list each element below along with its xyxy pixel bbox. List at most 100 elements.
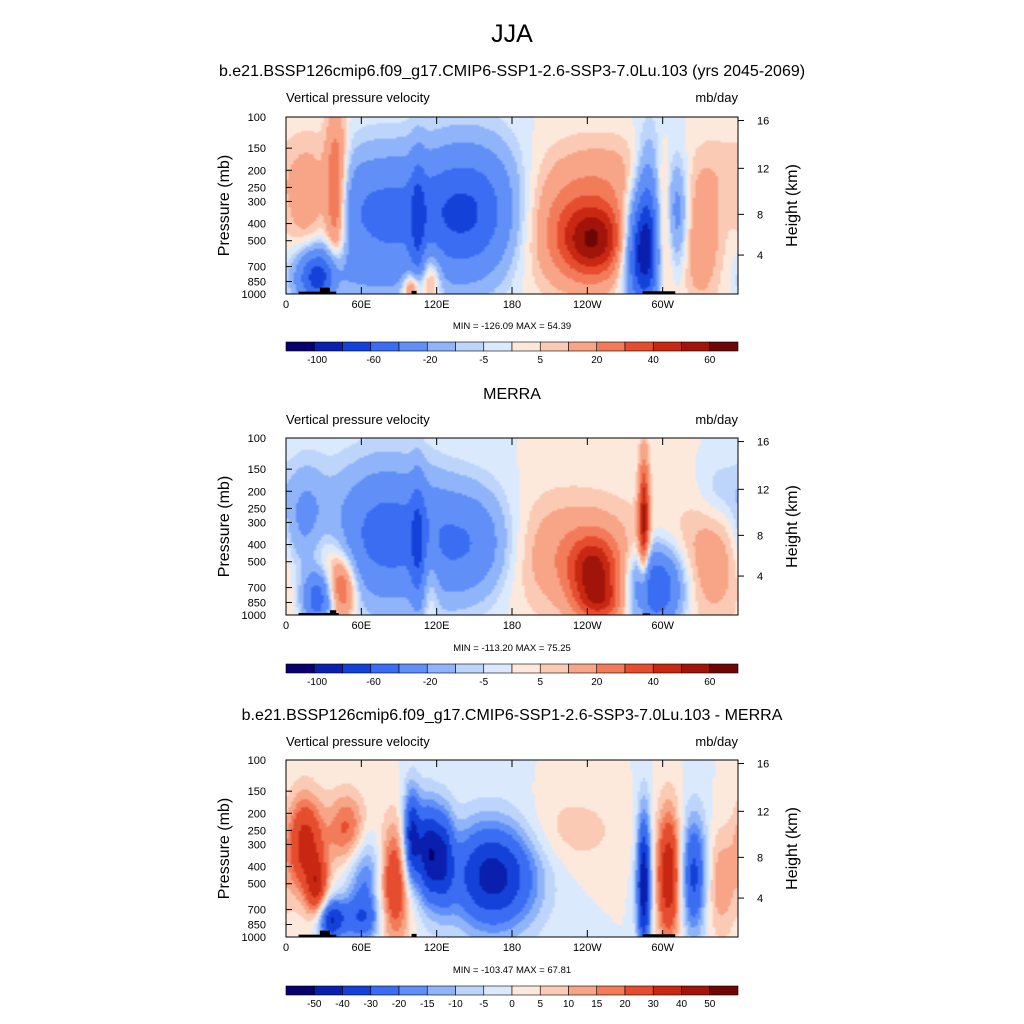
y-tick-label: 400 xyxy=(248,540,266,552)
colorbar-label: -5 xyxy=(479,677,488,688)
colorbar-swatch xyxy=(624,985,654,996)
colorbar-swatch xyxy=(511,663,541,674)
colorbar-label: 40 xyxy=(648,355,660,366)
panel-3-title: b.e21.BSSP126cmip6.f09_g17.CMIP6-SSP1-2.… xyxy=(241,707,783,724)
topography-mask xyxy=(411,290,417,294)
topography-mask xyxy=(319,287,330,294)
colorbar-swatch xyxy=(568,663,598,674)
colorbar-swatch xyxy=(398,341,428,352)
colorbar-swatch xyxy=(596,341,626,352)
colorbar-label: -20 xyxy=(392,999,407,1010)
y-tick-label: 250 xyxy=(248,825,266,837)
y-tick-label: 850 xyxy=(248,277,266,289)
x-tick-label: 60W xyxy=(651,299,674,311)
colorbar-label: 50 xyxy=(704,999,716,1010)
topography-mask xyxy=(642,934,676,937)
colorbar-swatch xyxy=(652,985,682,996)
colorbar-swatch xyxy=(370,663,400,674)
colorbar-swatch xyxy=(285,985,315,996)
colorbar-swatch xyxy=(398,663,428,674)
height-tick-label: 8 xyxy=(757,530,763,542)
y-tick-label: 700 xyxy=(248,262,266,274)
colorbar-label: 60 xyxy=(704,677,716,688)
colorbar-swatch xyxy=(596,663,626,674)
colorbar-swatch xyxy=(455,341,485,352)
field-image xyxy=(286,438,738,615)
colorbar-label: 30 xyxy=(648,999,660,1010)
colorbar-swatch xyxy=(709,341,739,352)
colorbar-swatch xyxy=(342,985,372,996)
x-tick-label: 180 xyxy=(503,620,521,632)
colorbar: -100 -60 -20 -5 5 20 40 60 xyxy=(285,341,739,366)
y-tick-label: 500 xyxy=(248,879,266,891)
colorbar-swatch xyxy=(709,985,739,996)
colorbar-swatch xyxy=(652,663,682,674)
height-tick-label: 12 xyxy=(757,484,769,496)
panel-2-minmax: MIN = -113.20 MAX = 75.25 xyxy=(453,643,571,654)
y-tick-label: 300 xyxy=(248,517,266,529)
figure-title: JJA xyxy=(491,20,533,48)
y-tick-label: 850 xyxy=(248,920,266,932)
panel-1: 0 60E 120E 180 120W 60W 100 150 200 250 300 400 500 7… xyxy=(216,112,801,311)
colorbar-label: 20 xyxy=(591,355,603,366)
y-tick-label: 300 xyxy=(248,196,266,208)
colorbar-label: -20 xyxy=(423,355,438,366)
colorbar-swatch xyxy=(483,663,513,674)
topography-mask xyxy=(411,933,417,937)
colorbar-swatch xyxy=(652,341,682,352)
topography-mask xyxy=(298,613,339,615)
colorbar-swatch xyxy=(342,341,372,352)
y-axis-right-title: Height (km) xyxy=(784,485,801,568)
colorbar-label: -10 xyxy=(448,999,463,1010)
y-axis-right-title: Height (km) xyxy=(784,164,801,247)
topography-mask xyxy=(642,613,651,615)
y-tick-label: 250 xyxy=(248,503,266,515)
height-tick-label: 4 xyxy=(757,571,763,583)
colorbar-label: 20 xyxy=(619,999,631,1010)
y-tick-label: 1000 xyxy=(242,610,266,622)
panel-1-minmax: MIN = -126.09 MAX = 54.39 xyxy=(452,321,572,332)
colorbar-label: -5 xyxy=(479,999,488,1010)
colorbar: -100 -60 -20 -5 5 20 40 60 xyxy=(285,663,739,688)
panel-3-minmax: MIN = -103.47 MAX = 67.81 xyxy=(452,965,572,976)
colorbar-label: -20 xyxy=(423,677,438,688)
colorbar-label: 5 xyxy=(537,677,543,688)
colorbar-swatch xyxy=(624,341,654,352)
colorbar-swatch xyxy=(398,985,428,996)
panel-2: 0 60E 120E 180 120W 60W 100 150 200 250 300 400 500 7… xyxy=(216,433,801,632)
height-tick-label: 8 xyxy=(757,209,763,221)
colorbar-swatch xyxy=(511,341,541,352)
y-tick-label: 250 xyxy=(248,182,266,194)
colorbar-swatch xyxy=(426,663,456,674)
x-tick-label: 60W xyxy=(651,942,674,954)
x-tick-label: 120W xyxy=(573,942,602,954)
y-tick-label: 100 xyxy=(248,112,266,124)
y-tick-label: 1000 xyxy=(242,289,266,301)
height-tick-label: 16 xyxy=(757,759,769,771)
colorbar-swatch xyxy=(568,985,598,996)
colorbar-swatch xyxy=(483,341,513,352)
y-tick-label: 500 xyxy=(248,557,266,569)
panel-2-variable-name: Vertical pressure velocity xyxy=(286,412,430,427)
y-tick-label: 300 xyxy=(248,839,266,851)
x-tick-label: 120W xyxy=(573,299,602,311)
x-tick-label: 120W xyxy=(573,620,602,632)
colorbar-swatch xyxy=(539,663,569,674)
colorbar-swatch xyxy=(709,663,739,674)
field-image xyxy=(286,760,738,937)
x-tick-label: 0 xyxy=(283,942,289,954)
colorbar-swatch xyxy=(681,341,711,352)
colorbar-swatch xyxy=(511,985,541,996)
colorbar-swatch xyxy=(313,341,343,352)
x-tick-label: 60W xyxy=(651,620,674,632)
height-tick-label: 16 xyxy=(757,437,769,449)
colorbar-swatch xyxy=(568,341,598,352)
y-axis-right-title: Height (km) xyxy=(784,807,801,890)
x-tick-label: 180 xyxy=(503,942,521,954)
panel-3: 0 60E 120E 180 120W 60W 100 150 200 250 300 400 500 7… xyxy=(216,755,801,954)
colorbar-swatch xyxy=(624,663,654,674)
colorbar-swatch xyxy=(370,985,400,996)
colorbar-label: 10 xyxy=(563,999,575,1010)
height-tick-label: 4 xyxy=(757,893,763,905)
